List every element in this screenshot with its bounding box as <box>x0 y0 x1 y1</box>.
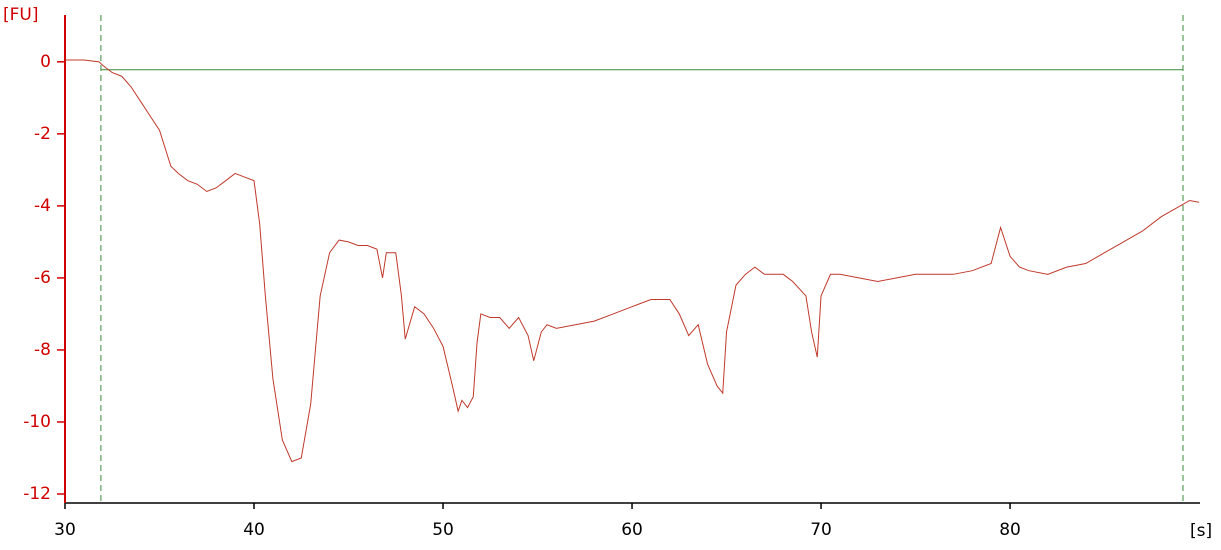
x-axis-label: [s] <box>1190 521 1212 541</box>
y-tick-label: -10 <box>23 412 51 432</box>
x-tick-label: 50 <box>432 520 454 540</box>
y-tick-label: -8 <box>34 340 51 360</box>
x-tick-label: 40 <box>243 520 265 540</box>
x-tick-label: 30 <box>54 520 76 540</box>
data-line <box>65 59 1200 463</box>
y-tick-label: -4 <box>34 196 51 216</box>
y-axis-label: [FU] <box>3 5 39 25</box>
x-tick-label: 80 <box>999 520 1021 540</box>
x-tick-label: 60 <box>621 520 643 540</box>
y-tick-label: -12 <box>23 484 51 504</box>
y-tick-label: -6 <box>34 268 51 288</box>
y-tick-label: -2 <box>34 124 51 144</box>
x-tick-label: 70 <box>810 520 832 540</box>
y-tick-label: 0 <box>40 52 51 72</box>
